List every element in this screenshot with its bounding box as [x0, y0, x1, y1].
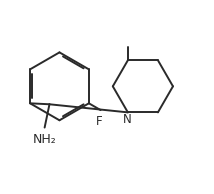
- Text: F: F: [96, 115, 103, 128]
- Text: N: N: [122, 113, 131, 126]
- Text: NH₂: NH₂: [33, 133, 56, 146]
